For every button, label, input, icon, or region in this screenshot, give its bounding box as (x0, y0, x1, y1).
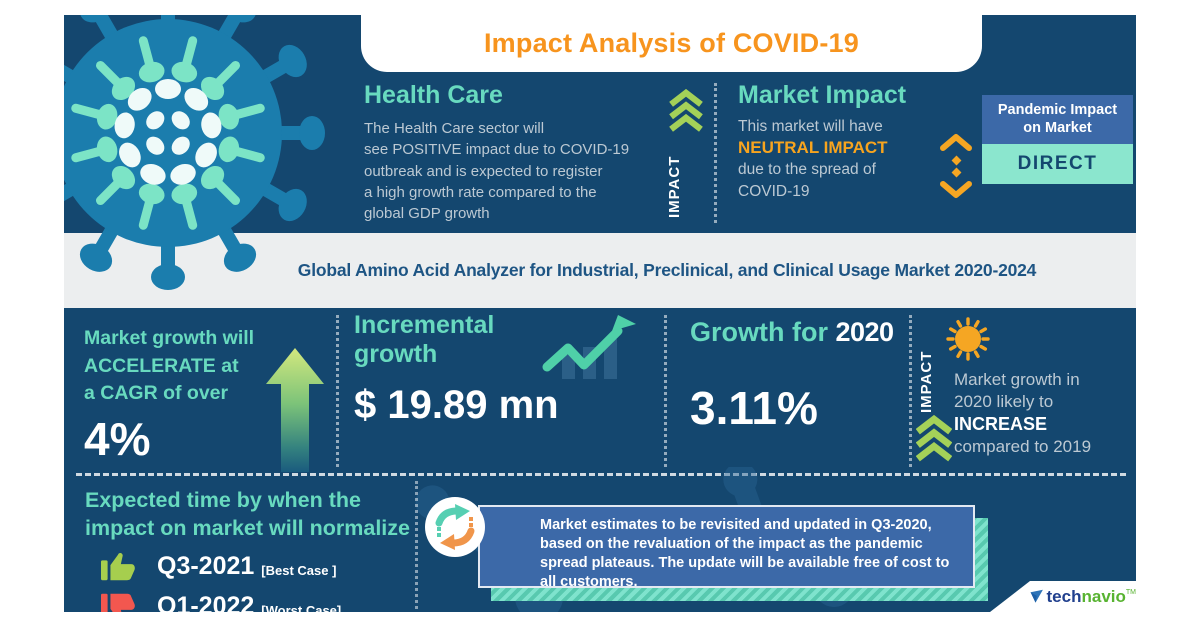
normalize-section: Expected time by when the impact on mark… (85, 487, 415, 612)
market-impact-line: This market will have (738, 118, 883, 135)
technavio-flag-icon (1030, 589, 1043, 603)
incremental-title-line: growth (354, 340, 438, 368)
cagr-value: 4% (84, 413, 151, 466)
worst-case-quarter: Q1-2022 (157, 592, 255, 612)
health-care-line: The Health Care sector will (364, 120, 545, 137)
impact-2020-line: compared to 2019 (954, 436, 1092, 456)
best-case-row: Q3-2021 [Best Case ] (101, 551, 415, 583)
trend-line-up-icon (542, 315, 636, 379)
market-impact-title: Market Impact (738, 81, 907, 109)
pandemic-impact-box-value: DIRECT (982, 144, 1133, 185)
impact-2020-text: Market growth in 2020 likely to INCREASE… (954, 369, 1091, 457)
impact-2020-line: 2020 likely to (954, 391, 1054, 411)
header-dotted-divider (714, 83, 717, 223)
infographic-page: Impact Analysis of COVID-19 (64, 15, 1136, 612)
normalize-title-line: Expected time by when the (85, 488, 361, 512)
health-care-section: Health Care The Health Care sector will … (364, 81, 694, 224)
coronavirus-illustration-icon (64, 15, 325, 290)
health-care-line: outbreak and is expected to register (364, 162, 603, 180)
refresh-arrows-icon (425, 497, 485, 557)
growth-2020-value: 3.11% (690, 382, 818, 434)
health-care-impact-indicator: IMPACT (666, 88, 706, 226)
technavio-logo-area: tech navio TM (990, 581, 1136, 612)
triple-chevron-up-icon (669, 88, 703, 132)
pandemic-impact-box: Pandemic Impact on Market DIRECT (982, 95, 1133, 185)
best-case-label: [Best Case ] (261, 562, 337, 578)
growth-2020-heading: Growth for 2020 (690, 317, 894, 348)
stats-dotted-divider (909, 315, 912, 467)
thumbs-down-icon (101, 593, 135, 612)
cagr-stat-block: Market growth will ACCELERATE at a CAGR … (84, 325, 274, 466)
growth-2020-year: 2020 (835, 317, 895, 347)
health-care-title: Health Care (364, 81, 503, 109)
horizontal-dashed-divider (76, 473, 1126, 476)
market-title: Global Amino Acid Analyzer for Industria… (297, 260, 1037, 280)
technavio-trademark: TM (1125, 589, 1136, 596)
cagr-line: a CAGR of over (84, 382, 229, 405)
market-impact-line: due to the spread of (738, 161, 876, 179)
stats-dotted-divider (336, 315, 339, 467)
impact-vertical-label: IMPACT (918, 350, 935, 413)
impact-2020-block: IMPACT Market growth in 2020 likely to I… (916, 311, 1134, 473)
worst-case-row: Q1-2022 [Worst Case] (101, 591, 415, 612)
pandemic-impact-box-header: Pandemic Impact on Market (982, 95, 1133, 145)
top-banner: Impact Analysis of COVID-19 (361, 15, 982, 72)
incremental-title-line: Incremental (354, 311, 495, 339)
stats-dotted-divider (664, 315, 667, 467)
impact-2020-line: Market growth in (954, 370, 1080, 389)
market-impact-highlight: NEUTRAL IMPACT (738, 138, 888, 158)
banner-title: Impact Analysis of COVID-19 (483, 28, 859, 58)
health-care-line: a high growth rate compared to the (364, 183, 597, 201)
incremental-growth-block: Incremental growth (354, 311, 544, 369)
health-care-line: see POSITIVE impact due to COVID-19 (364, 141, 630, 159)
neutral-up-down-arrows-icon (940, 134, 972, 198)
growth-2020-prefix: Growth for (690, 317, 828, 347)
market-impact-line: COVID-19 (738, 182, 810, 200)
health-care-line: global GDP growth (364, 205, 490, 223)
incremental-value: $ 19.89 mn (354, 383, 559, 427)
best-case-quarter: Q3-2021 (157, 552, 255, 581)
revision-note-box: Market estimates to be revisited and upd… (478, 505, 975, 591)
cagr-line: Market growth will (84, 327, 255, 349)
technavio-logo-navio: navio (1081, 586, 1126, 606)
growth-arrow-up-icon (266, 348, 324, 472)
coronavirus-orange-icon (946, 317, 990, 361)
thumbs-up-icon (101, 552, 135, 581)
market-impact-section: Market Impact This market will have NEUT… (738, 81, 988, 202)
normalize-title-line: impact on market will normalize (85, 515, 410, 540)
impact-2020-emphasis: INCREASE (954, 413, 1048, 434)
cagr-line: ACCELERATE at (84, 354, 239, 377)
worst-case-label: [Worst Case] (261, 602, 342, 612)
bottom-dotted-divider (415, 481, 418, 609)
technavio-logo-tech: tech (1046, 586, 1082, 606)
triple-chevron-up-icon (916, 415, 952, 462)
revision-note-text: Market estimates to be revisited and upd… (540, 517, 950, 591)
